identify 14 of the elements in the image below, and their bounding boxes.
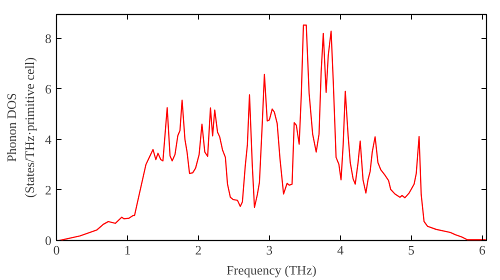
y-tick-label: 6 <box>45 81 52 96</box>
x-tick-label: 1 <box>124 242 131 258</box>
x-tick-label: 6 <box>478 242 486 258</box>
x-tick-label: 3 <box>266 242 273 258</box>
x-tick-label: 2 <box>195 242 202 258</box>
x-tick-label: 4 <box>337 242 344 258</box>
y-tick-label: 4 <box>45 132 52 147</box>
y-tick-label: 0 <box>45 233 52 248</box>
y-tick-label: 8 <box>45 30 52 46</box>
y-tick-label: 2 <box>45 182 52 198</box>
x-tick-label: 5 <box>408 242 415 258</box>
y-axis-title: Phonon DOS (States/THz·primitive cell) <box>4 57 37 198</box>
x-axis-title: Frequency (THz) <box>226 262 316 278</box>
line-series <box>58 24 486 240</box>
